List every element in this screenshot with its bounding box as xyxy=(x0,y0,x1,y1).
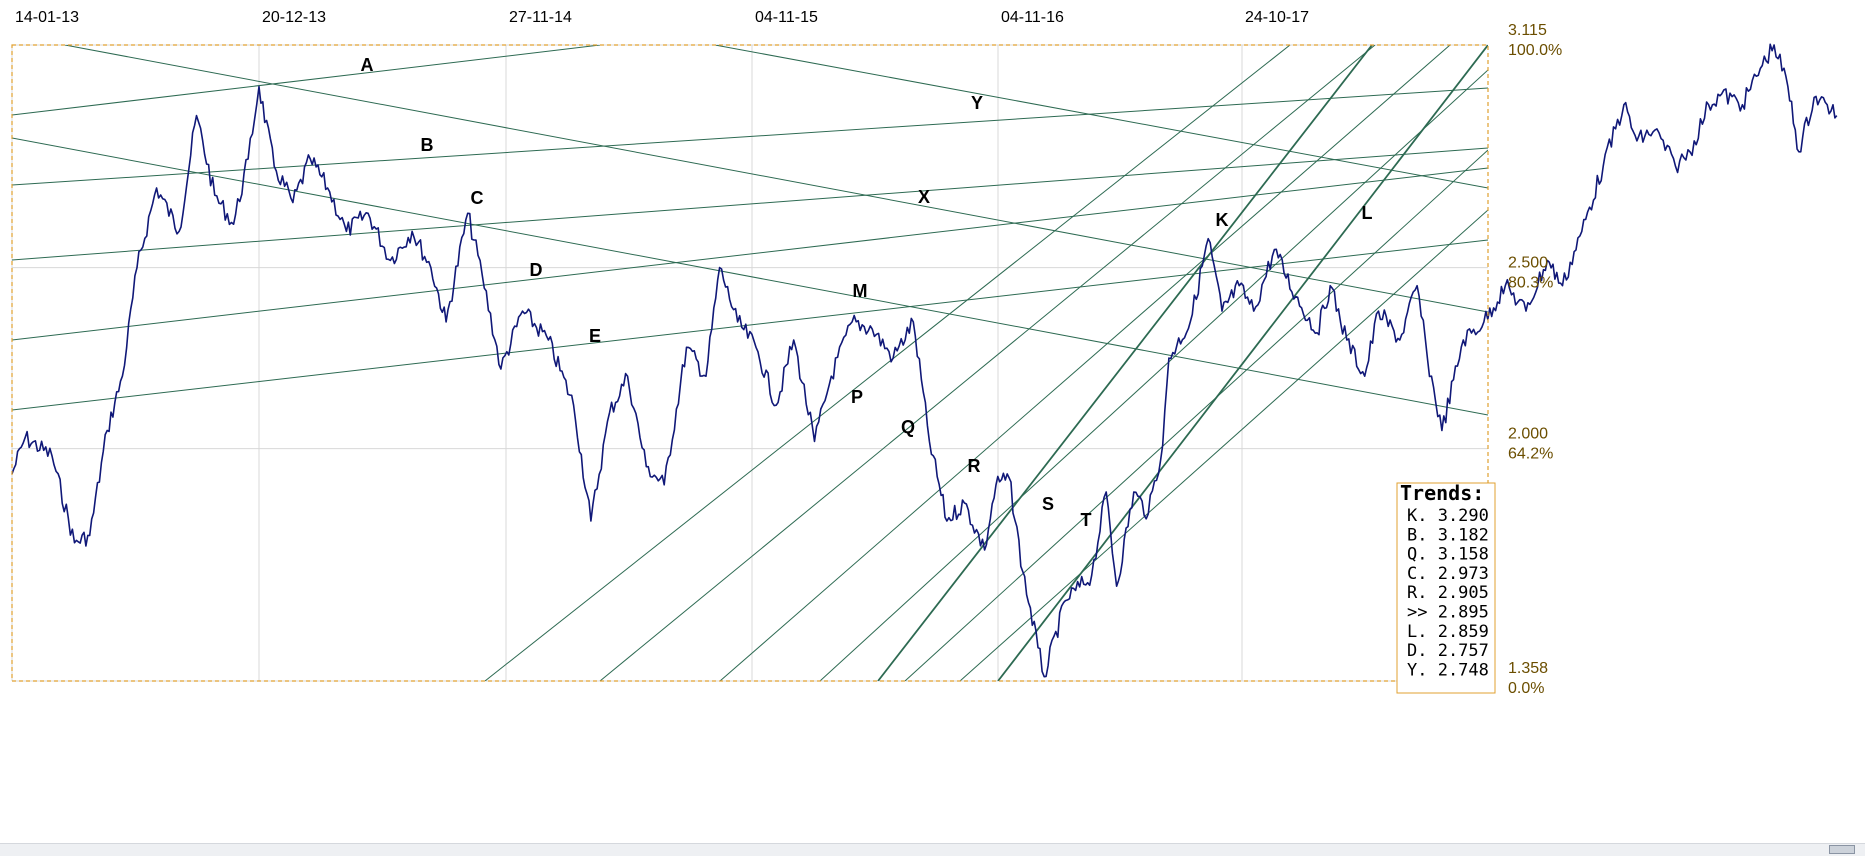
legend-item: Q. 3.158 xyxy=(1407,545,1489,565)
legend-item: >> 2.895 xyxy=(1407,603,1489,623)
y-tick-value: 2.500 xyxy=(1508,255,1548,272)
y-tick-value: 3.115 xyxy=(1508,22,1547,39)
trend-line xyxy=(819,69,1488,681)
y-tick-percent: 0.0% xyxy=(1508,680,1544,697)
trend-line xyxy=(12,167,1488,341)
legend-item: C. 2.973 xyxy=(1407,564,1489,584)
y-axis-tick-labels: 3.115 100.0% 2.500 80.3% 2.000 64.2% 1.358 0.0% xyxy=(1508,22,1562,697)
y-tick-percent: 80.3% xyxy=(1508,275,1553,292)
trend-label: D xyxy=(530,260,543,280)
trend-label: L xyxy=(1362,203,1373,223)
trend-line xyxy=(719,45,1451,681)
trend-line xyxy=(12,239,1488,411)
legend-item: L. 2.859 xyxy=(1407,622,1489,642)
trend-line xyxy=(904,149,1488,681)
trend-label: C xyxy=(471,188,484,208)
legend-item: Y. 2.748 xyxy=(1407,660,1489,680)
x-axis-tick-labels: 14-01-13 20-12-13 27-11-14 04-11-15 04-11-16… xyxy=(15,9,1309,26)
plot-border xyxy=(11,44,1489,682)
x-tick-label: 27-11-14 xyxy=(509,9,572,26)
price-series xyxy=(11,43,1838,678)
legend-item: R. 2.905 xyxy=(1407,583,1489,603)
x-tick-label: 24-10-17 xyxy=(1245,9,1309,26)
trend-label: A xyxy=(361,55,374,75)
trend-line xyxy=(12,147,1488,261)
trend-line xyxy=(484,45,1291,681)
price-line xyxy=(11,43,1838,678)
grid xyxy=(11,44,1488,682)
trend-line xyxy=(12,137,1488,416)
x-tick-label: 04-11-16 xyxy=(1001,9,1064,26)
trend-line xyxy=(877,45,1373,681)
trend-line xyxy=(997,45,1488,681)
trend-line xyxy=(959,209,1488,681)
trend-line xyxy=(12,87,1488,186)
x-tick-label: 04-11-15 xyxy=(755,9,818,26)
trend-label: P xyxy=(851,387,863,407)
y-tick-percent: 64.2% xyxy=(1508,446,1553,463)
legend-item: B. 3.182 xyxy=(1407,525,1489,545)
trend-label: S xyxy=(1042,494,1054,514)
legend-item: K. 3.290 xyxy=(1407,506,1489,526)
legend-title: Trends: xyxy=(1400,481,1484,505)
trend-line xyxy=(64,45,1488,313)
trend-label: M xyxy=(853,281,868,301)
y-tick-value: 2.000 xyxy=(1508,426,1548,443)
trend-labels: A B C D E M X Y K L P Q R S T xyxy=(361,55,1373,530)
x-tick-label: 14-01-13 xyxy=(15,9,79,26)
trend-label: R xyxy=(968,456,981,476)
trend-label: T xyxy=(1081,510,1092,530)
trend-label: B xyxy=(421,135,434,155)
trend-line xyxy=(714,45,1488,189)
scrollbar-thumb[interactable] xyxy=(1829,845,1855,854)
trend-label: K xyxy=(1216,210,1229,230)
horizontal-scrollbar[interactable] xyxy=(0,843,1865,856)
trend-line xyxy=(599,45,1376,681)
trend-label: E xyxy=(589,326,601,346)
trend-label: Q xyxy=(901,417,915,437)
x-tick-label: 20-12-13 xyxy=(262,9,326,26)
trend-label: Y xyxy=(971,93,983,113)
legend-item: D. 2.757 xyxy=(1407,641,1489,661)
legend-box xyxy=(1396,482,1496,694)
trend-line xyxy=(12,45,601,116)
trend-lines xyxy=(12,45,1488,681)
y-tick-percent: 100.0% xyxy=(1508,42,1562,59)
trend-label: X xyxy=(918,187,930,207)
y-tick-value: 1.358 xyxy=(1508,660,1548,677)
